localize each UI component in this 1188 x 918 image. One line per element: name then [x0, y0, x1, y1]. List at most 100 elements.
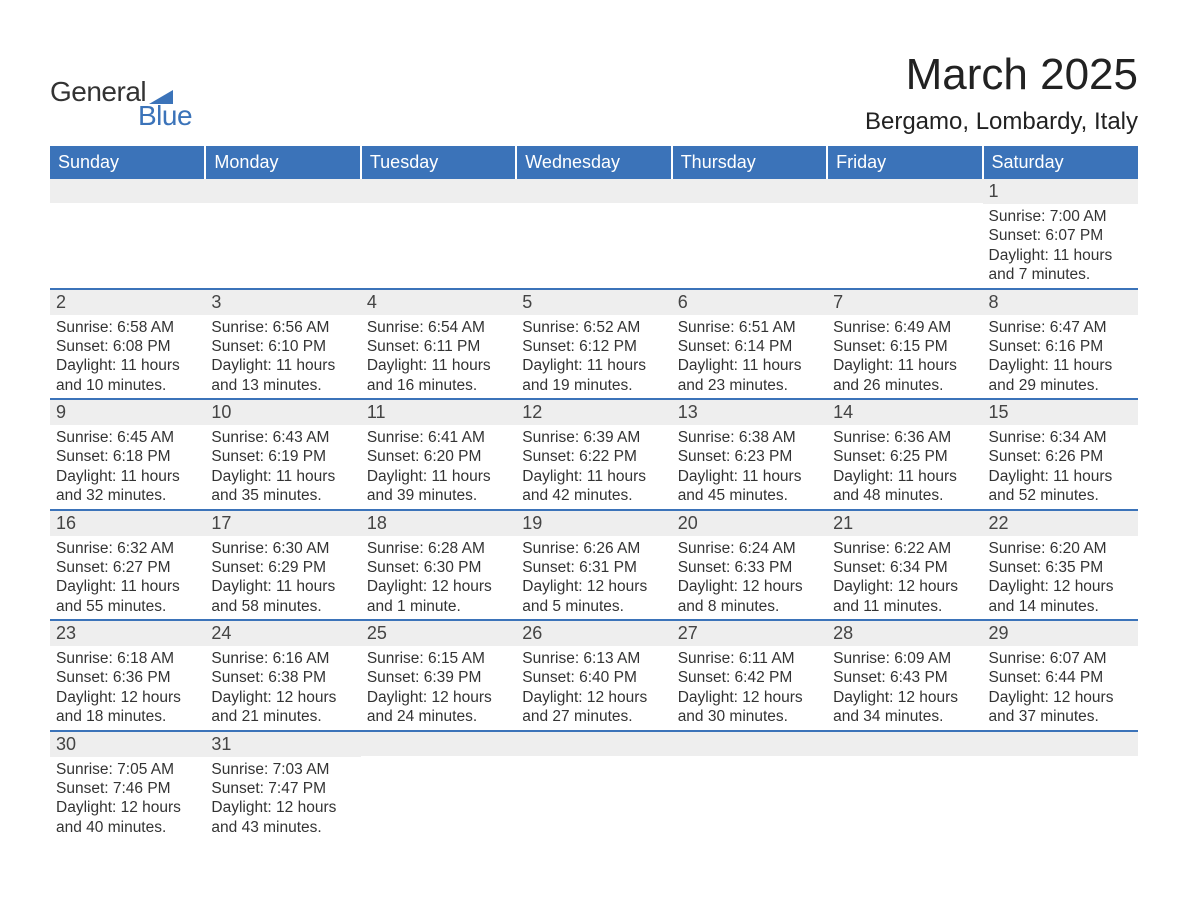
daylight-text: Daylight: 12 hours and 18 minutes. — [56, 688, 199, 727]
calendar-table: Sunday Monday Tuesday Wednesday Thursday… — [50, 146, 1138, 840]
sunrise-text: Sunrise: 6:11 AM — [678, 649, 821, 668]
day-number: 21 — [827, 511, 982, 536]
day-details: Sunrise: 6:15 AMSunset: 6:39 PMDaylight:… — [361, 646, 516, 730]
logo-text-blue: Blue — [138, 100, 192, 132]
sunset-text: Sunset: 6:14 PM — [678, 337, 821, 356]
calendar-cell: 14Sunrise: 6:36 AMSunset: 6:25 PMDayligh… — [827, 399, 982, 510]
calendar-cell: 10Sunrise: 6:43 AMSunset: 6:19 PMDayligh… — [205, 399, 360, 510]
daylight-text: Daylight: 11 hours and 58 minutes. — [211, 577, 354, 616]
sunrise-text: Sunrise: 6:51 AM — [678, 318, 821, 337]
daylight-text: Daylight: 12 hours and 8 minutes. — [678, 577, 821, 616]
calendar-cell: 26Sunrise: 6:13 AMSunset: 6:40 PMDayligh… — [516, 620, 671, 731]
day-number — [205, 179, 360, 203]
calendar-cell — [361, 731, 516, 841]
sunrise-text: Sunrise: 6:38 AM — [678, 428, 821, 447]
daylight-text: Daylight: 11 hours and 29 minutes. — [989, 356, 1132, 395]
day-number: 19 — [516, 511, 671, 536]
day-number: 7 — [827, 290, 982, 315]
day-number: 28 — [827, 621, 982, 646]
sunset-text: Sunset: 6:30 PM — [367, 558, 510, 577]
daylight-text: Daylight: 11 hours and 26 minutes. — [833, 356, 976, 395]
calendar-cell: 13Sunrise: 6:38 AMSunset: 6:23 PMDayligh… — [672, 399, 827, 510]
calendar-cell: 12Sunrise: 6:39 AMSunset: 6:22 PMDayligh… — [516, 399, 671, 510]
daylight-text: Daylight: 12 hours and 5 minutes. — [522, 577, 665, 616]
page-subtitle: Bergamo, Lombardy, Italy — [865, 108, 1138, 136]
weekday-tuesday: Tuesday — [361, 146, 516, 179]
sunrise-text: Sunrise: 6:34 AM — [989, 428, 1132, 447]
day-details: Sunrise: 6:56 AMSunset: 6:10 PMDaylight:… — [205, 315, 360, 399]
daylight-text: Daylight: 12 hours and 1 minute. — [367, 577, 510, 616]
day-number: 23 — [50, 621, 205, 646]
sunrise-text: Sunrise: 6:58 AM — [56, 318, 199, 337]
day-number — [516, 732, 671, 756]
weekday-friday: Friday — [827, 146, 982, 179]
sunrise-text: Sunrise: 6:36 AM — [833, 428, 976, 447]
day-number: 16 — [50, 511, 205, 536]
day-number — [827, 732, 982, 756]
day-number: 2 — [50, 290, 205, 315]
calendar-cell: 9Sunrise: 6:45 AMSunset: 6:18 PMDaylight… — [50, 399, 205, 510]
day-number: 14 — [827, 400, 982, 425]
sunrise-text: Sunrise: 6:22 AM — [833, 539, 976, 558]
daylight-text: Daylight: 11 hours and 32 minutes. — [56, 467, 199, 506]
day-details — [205, 203, 360, 263]
sunrise-text: Sunrise: 6:07 AM — [989, 649, 1132, 668]
sunset-text: Sunset: 7:46 PM — [56, 779, 199, 798]
calendar-cell: 24Sunrise: 6:16 AMSunset: 6:38 PMDayligh… — [205, 620, 360, 731]
sunrise-text: Sunrise: 6:39 AM — [522, 428, 665, 447]
calendar-cell: 23Sunrise: 6:18 AMSunset: 6:36 PMDayligh… — [50, 620, 205, 731]
day-number: 29 — [983, 621, 1138, 646]
calendar-row: 16Sunrise: 6:32 AMSunset: 6:27 PMDayligh… — [50, 510, 1138, 621]
day-number — [50, 179, 205, 203]
daylight-text: Daylight: 12 hours and 30 minutes. — [678, 688, 821, 727]
sunset-text: Sunset: 6:39 PM — [367, 668, 510, 687]
day-details: Sunrise: 6:22 AMSunset: 6:34 PMDaylight:… — [827, 536, 982, 620]
sunrise-text: Sunrise: 6:41 AM — [367, 428, 510, 447]
weekday-monday: Monday — [205, 146, 360, 179]
day-details: Sunrise: 6:41 AMSunset: 6:20 PMDaylight:… — [361, 425, 516, 509]
day-number — [516, 179, 671, 203]
sunrise-text: Sunrise: 6:09 AM — [833, 649, 976, 668]
day-number — [672, 732, 827, 756]
daylight-text: Daylight: 12 hours and 11 minutes. — [833, 577, 976, 616]
calendar-cell: 2Sunrise: 6:58 AMSunset: 6:08 PMDaylight… — [50, 289, 205, 400]
day-details: Sunrise: 7:03 AMSunset: 7:47 PMDaylight:… — [205, 757, 360, 841]
sunrise-text: Sunrise: 7:05 AM — [56, 760, 199, 779]
day-details: Sunrise: 6:58 AMSunset: 6:08 PMDaylight:… — [50, 315, 205, 399]
sunrise-text: Sunrise: 7:03 AM — [211, 760, 354, 779]
day-details — [672, 203, 827, 263]
day-number: 8 — [983, 290, 1138, 315]
day-details — [361, 756, 516, 776]
day-number: 13 — [672, 400, 827, 425]
day-details: Sunrise: 7:00 AMSunset: 6:07 PMDaylight:… — [983, 204, 1138, 288]
day-details — [983, 756, 1138, 776]
day-number: 15 — [983, 400, 1138, 425]
calendar-cell — [672, 731, 827, 841]
sunset-text: Sunset: 6:16 PM — [989, 337, 1132, 356]
daylight-text: Daylight: 11 hours and 42 minutes. — [522, 467, 665, 506]
sunrise-text: Sunrise: 6:45 AM — [56, 428, 199, 447]
calendar-row: 9Sunrise: 6:45 AMSunset: 6:18 PMDaylight… — [50, 399, 1138, 510]
day-number: 22 — [983, 511, 1138, 536]
calendar-cell: 5Sunrise: 6:52 AMSunset: 6:12 PMDaylight… — [516, 289, 671, 400]
sunrise-text: Sunrise: 6:15 AM — [367, 649, 510, 668]
day-number: 25 — [361, 621, 516, 646]
weekday-header-row: Sunday Monday Tuesday Wednesday Thursday… — [50, 146, 1138, 179]
day-details — [50, 203, 205, 263]
sunset-text: Sunset: 6:25 PM — [833, 447, 976, 466]
sunset-text: Sunset: 6:35 PM — [989, 558, 1132, 577]
day-number: 30 — [50, 732, 205, 757]
day-details: Sunrise: 6:20 AMSunset: 6:35 PMDaylight:… — [983, 536, 1138, 620]
sunrise-text: Sunrise: 6:20 AM — [989, 539, 1132, 558]
calendar-cell — [516, 179, 671, 289]
sunset-text: Sunset: 6:22 PM — [522, 447, 665, 466]
day-details: Sunrise: 6:34 AMSunset: 6:26 PMDaylight:… — [983, 425, 1138, 509]
day-details — [516, 756, 671, 776]
day-details: Sunrise: 6:24 AMSunset: 6:33 PMDaylight:… — [672, 536, 827, 620]
day-number — [672, 179, 827, 203]
daylight-text: Daylight: 11 hours and 35 minutes. — [211, 467, 354, 506]
day-details — [516, 203, 671, 263]
calendar-cell — [827, 731, 982, 841]
calendar-cell: 4Sunrise: 6:54 AMSunset: 6:11 PMDaylight… — [361, 289, 516, 400]
calendar-row: 23Sunrise: 6:18 AMSunset: 6:36 PMDayligh… — [50, 620, 1138, 731]
